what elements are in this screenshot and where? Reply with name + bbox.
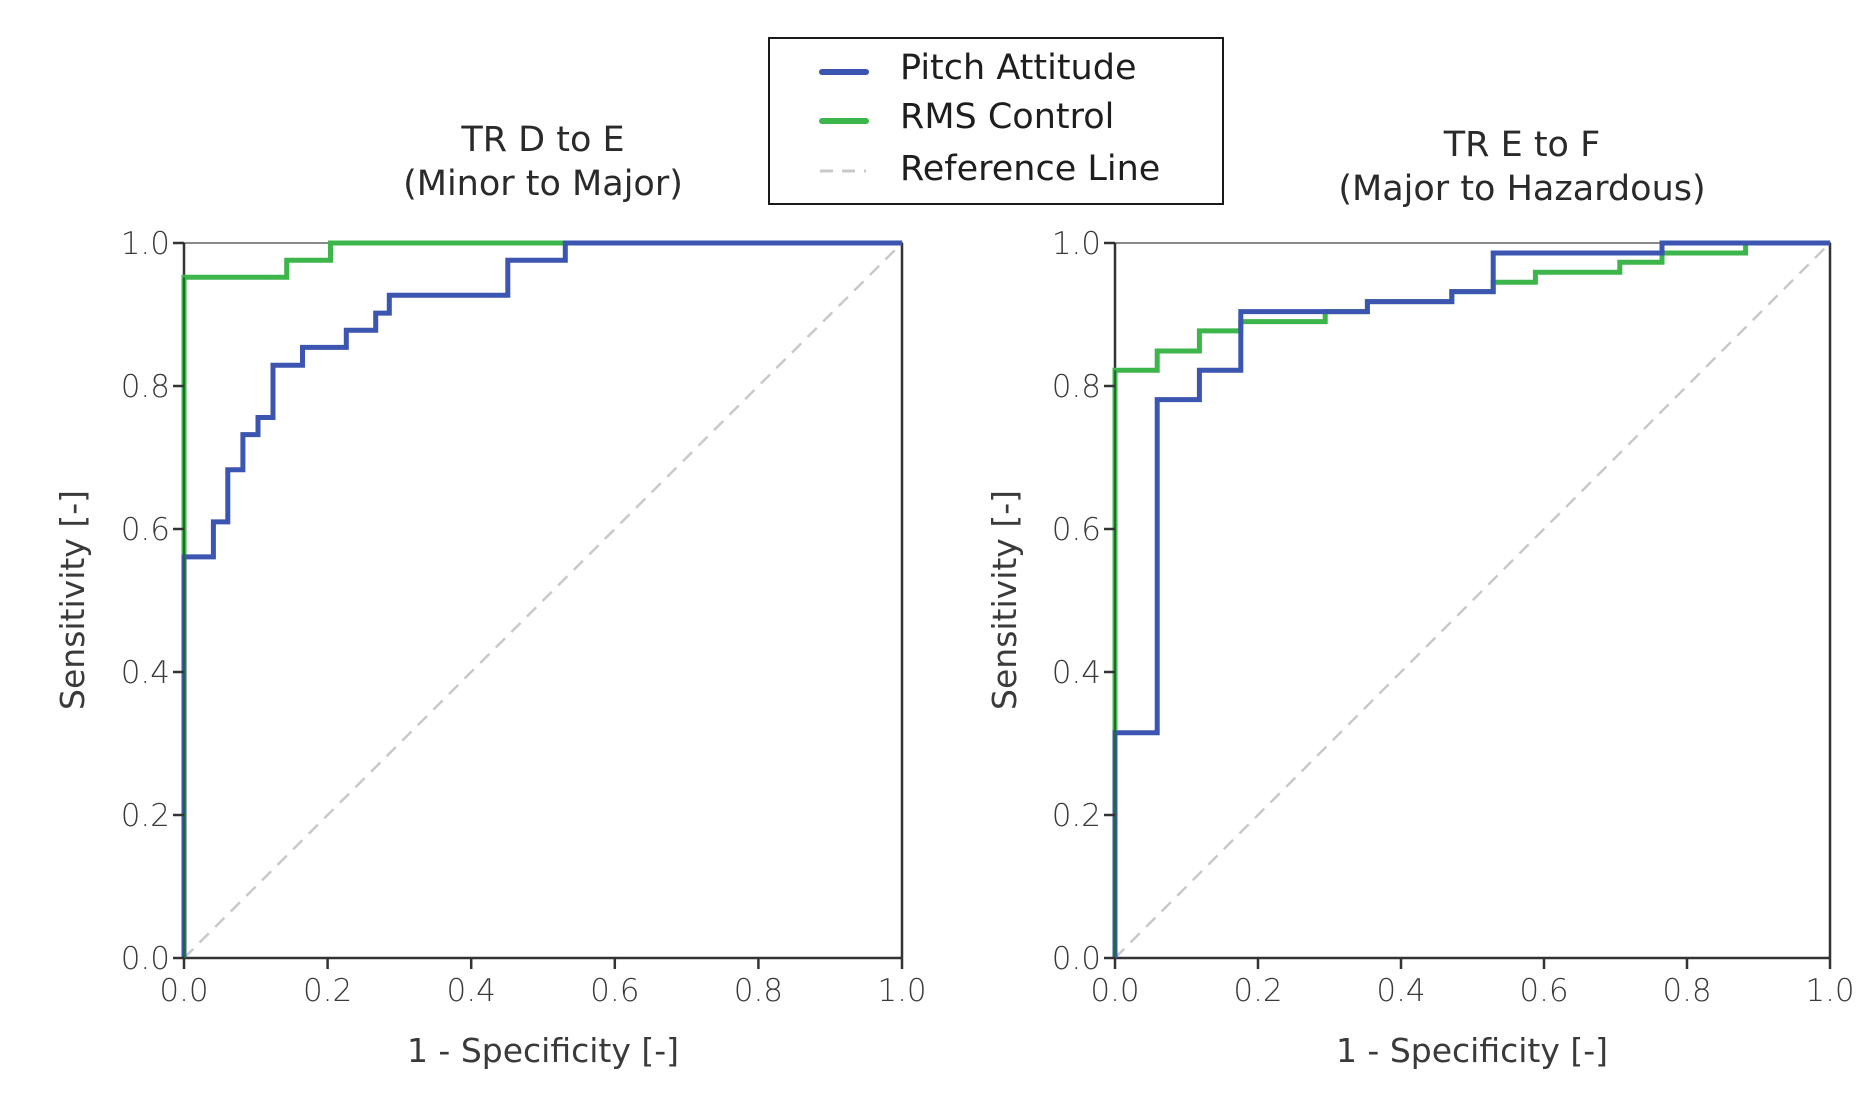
x-tick-label: 0.2 [1233,973,1282,1009]
x-axis-label: 1 - Specificity [-] [407,1031,679,1070]
y-axis-label: Sensitivity [-] [53,490,92,710]
y-tick-label: 0.0 [121,941,170,977]
y-tick-label: 0.0 [1052,941,1101,977]
x-tick-label: 0.4 [1376,973,1425,1009]
x-tick-label: 1.0 [1805,973,1854,1009]
x-tick-label: 0.4 [447,973,496,1009]
series-layer [181,240,902,958]
x-tick-label: 0.2 [303,973,352,1009]
y-tick-label: 1.0 [121,226,170,262]
y-tick-label: 0.6 [121,512,170,548]
x-tick-label: 0.8 [1662,973,1711,1009]
legend-entry-reference-line: Reference Line [820,149,1160,189]
series-layer [1112,240,1830,958]
x-tick-label: 0.0 [159,973,208,1009]
plot-tr-e-to-f: TR E to F (Major to Hazardous) 0.0 0.2 0.4… [985,125,1855,1070]
y-tick-label: 0.8 [121,369,170,405]
series-pitch-attitude [1112,240,1830,958]
y-tick-label: 0.2 [121,798,170,834]
reference-line [183,242,903,959]
reference-layer [183,242,903,959]
legend-entry-rms-control: RMS Control [819,97,1114,137]
ticks: 0.0 0.2 0.4 0.6 0.8 1.0 0.0 0.2 0.4 0.6 0.8 1.0 [121,226,927,1009]
x-tick-label: 0.0 [1090,973,1139,1009]
reference-line [1114,242,1831,959]
plot-title: TR E to F [1443,125,1600,165]
reference-layer [1114,242,1831,959]
y-tick-label: 0.4 [121,655,170,691]
plot-tr-d-to-e: TR D to E (Minor to Major) 0.0 0.2 0.4 0.6 0… [53,120,927,1070]
y-tick-label: 1.0 [1052,226,1101,262]
x-axis-label: 1 - Specificity [-] [1336,1031,1608,1070]
x-tick-label: 1.0 [877,973,926,1009]
plot-title: TR D to E [460,120,624,160]
plot-subtitle: (Minor to Major) [403,164,683,204]
y-tick-label: 0.4 [1052,655,1101,691]
legend-label: Pitch Attitude [900,48,1137,88]
plot-subtitle: (Major to Hazardous) [1338,169,1705,209]
legend-entry-pitch-attitude: Pitch Attitude [819,48,1137,88]
legend-label: Reference Line [900,149,1160,189]
y-tick-label: 0.8 [1052,369,1101,405]
series-rms-control [181,240,902,958]
legend-label: RMS Control [900,97,1114,137]
x-tick-label: 0.6 [1519,973,1568,1009]
x-tick-label: 0.8 [734,973,783,1009]
series-pitch-attitude [181,240,902,958]
y-tick-label: 0.2 [1052,798,1101,834]
ticks: 0.0 0.2 0.4 0.6 0.8 1.0 0.0 0.2 0.4 0.6 0.8 1.0 [1052,226,1855,1009]
y-axis-label: Sensitivity [-] [985,490,1024,710]
x-tick-label: 0.6 [590,973,639,1009]
y-tick-label: 0.6 [1052,512,1101,548]
legend: Pitch Attitude RMS Control Reference Lin… [768,37,1224,205]
